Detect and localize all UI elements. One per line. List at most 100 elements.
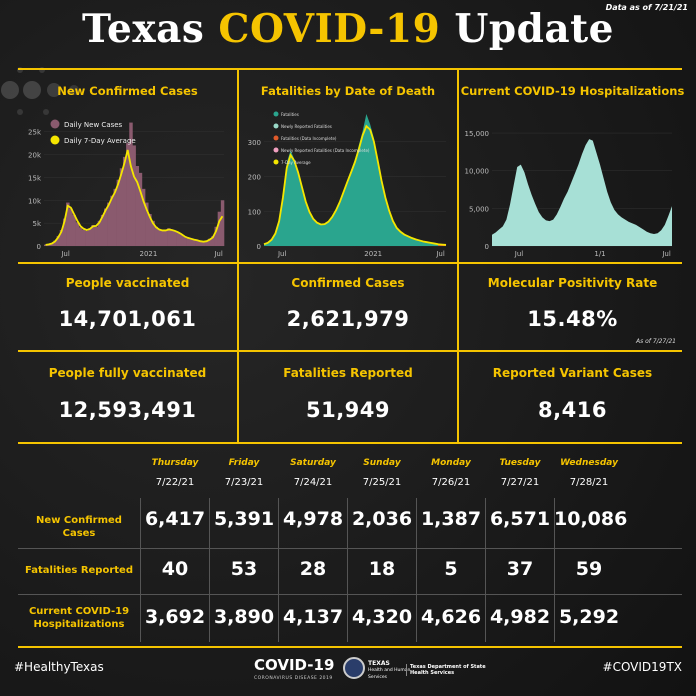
table-cell: 3,692 <box>144 606 206 628</box>
legend-label: Newly Reported Fatalities (Data Incomple… <box>281 148 370 153</box>
chart-new-cases: 0 5k 10k 15k 20k 25k Jul 2021 Jul Daily New Cases… <box>28 119 225 258</box>
bar <box>192 239 196 246</box>
bar <box>160 230 165 246</box>
bar <box>135 166 140 246</box>
bar <box>214 226 218 246</box>
bar <box>138 172 143 246</box>
date-header: 7/22/21 <box>155 477 195 488</box>
stat-label-vaccinated: People vaccinated <box>65 276 190 290</box>
hhs-line1: TEXAS <box>368 660 390 667</box>
x-tick-label: Jul <box>661 250 671 258</box>
hhs-logo-text: TEXAS Health and Human Services <box>368 660 410 681</box>
bar <box>141 188 146 246</box>
chart-hospitalizations: 0 5,000 10,000 15,000 Jul 1/1 Jul <box>465 130 672 258</box>
bar <box>176 232 181 246</box>
y-tick-label: 100 <box>248 208 261 216</box>
hhs-line2: Health and Human <box>368 668 411 673</box>
divider <box>18 646 682 648</box>
title-covid: COVID-19 <box>218 6 441 52</box>
row-divider <box>18 594 682 595</box>
bar <box>81 229 86 246</box>
row-label: Fatalities Reported <box>18 564 140 577</box>
table-cell: 4,626 <box>420 606 482 628</box>
table-cell: 59 <box>575 558 603 580</box>
hospitalizations-area <box>492 139 672 246</box>
bar <box>211 235 215 246</box>
y-tick-label: 5,000 <box>469 205 489 213</box>
bar <box>50 243 54 246</box>
y-tick-label: 0 <box>257 243 261 251</box>
chart-fatalities: 0 100 200 300 Jul 2021 Jul Fatalities Newly Repo… <box>248 111 447 258</box>
stat-value-vaccinated: 14,701,061 <box>58 307 197 331</box>
x-tick-label: 2021 <box>364 250 382 258</box>
bar <box>179 234 184 246</box>
bar <box>182 236 187 246</box>
x-tick-label: Jul <box>277 250 287 258</box>
legend-label: Fatalities <box>281 112 299 117</box>
hashtag-covid19tx: #COVID19TX <box>602 660 682 674</box>
bar <box>164 230 168 246</box>
covid-logo-subtitle: CORONAVIRUS DISEASE 2019 <box>254 676 333 681</box>
bar <box>78 227 83 246</box>
bar <box>119 168 124 246</box>
col-divider <box>347 498 348 642</box>
hhs-line3: Services <box>368 675 387 680</box>
bar <box>198 241 203 246</box>
day-header: Monday <box>431 458 471 468</box>
stat-label-fully-vaccinated: People fully vaccinated <box>48 366 207 380</box>
day-header: Thursday <box>151 458 199 468</box>
average-line <box>263 124 447 246</box>
bar <box>100 214 105 246</box>
divider <box>18 350 682 352</box>
y-tick-label: 5k <box>32 220 41 228</box>
table-cell: 4,320 <box>351 606 413 628</box>
bar <box>208 238 212 246</box>
table-cell: 10,086 <box>554 508 628 530</box>
day-header: Sunday <box>363 458 401 468</box>
bar <box>113 188 117 246</box>
stat-value-positivity: 15.48% <box>527 307 618 331</box>
divider <box>457 68 459 442</box>
fatalities-area <box>264 114 446 246</box>
divider <box>18 262 682 264</box>
page-title: Texas COVID-19 Update <box>0 6 696 52</box>
col-divider <box>278 498 279 642</box>
bar <box>110 195 114 246</box>
stat-value-confirmed: 2,621,979 <box>286 307 410 331</box>
bar <box>91 224 95 246</box>
chart-title-hospitalizations: Current COVID-19 Hospitalizations <box>460 84 685 98</box>
table-cell: 4,982 <box>489 606 551 628</box>
x-tick-label: 1/1 <box>594 250 605 258</box>
date-header: 7/26/21 <box>431 477 471 488</box>
table-cell: 3,890 <box>213 606 275 628</box>
covid-logo: COVID-19 <box>254 656 335 674</box>
table-cell: 28 <box>299 558 327 580</box>
y-tick-label: 15,000 <box>465 130 490 138</box>
table-cell: 4,978 <box>282 508 344 530</box>
decorative-dots <box>1 67 79 115</box>
stat-label-variants: Reported Variant Cases <box>492 366 653 380</box>
table-cell: 37 <box>506 558 534 580</box>
dshs-line1: Texas Department of State <box>410 664 486 670</box>
table-cell: 6,571 <box>489 508 551 530</box>
col-divider <box>416 498 417 642</box>
col-divider <box>554 498 555 642</box>
y-tick-label: 10k <box>28 197 42 205</box>
bar <box>217 211 222 246</box>
row-label-line1: Fatalities Reported <box>25 565 133 576</box>
stat-value-variants: 8,416 <box>538 398 607 422</box>
bar <box>167 228 171 246</box>
y-tick-label: 15k <box>28 174 42 182</box>
table-cell: 5 <box>444 558 458 580</box>
texas-seal-icon <box>343 657 365 679</box>
legend-swatch <box>273 159 279 165</box>
legend-swatch <box>273 123 279 129</box>
legend-swatch <box>273 135 279 141</box>
date-header: 7/25/21 <box>362 477 402 488</box>
bar <box>69 208 73 246</box>
positivity-as-of: As of 7/27/21 <box>636 338 676 345</box>
x-tick-label: Jul <box>213 250 223 258</box>
dshs-logo-text: Texas Department of State Health Service… <box>406 664 486 676</box>
day-header: Friday <box>228 458 260 468</box>
y-tick-label: 200 <box>248 174 261 182</box>
